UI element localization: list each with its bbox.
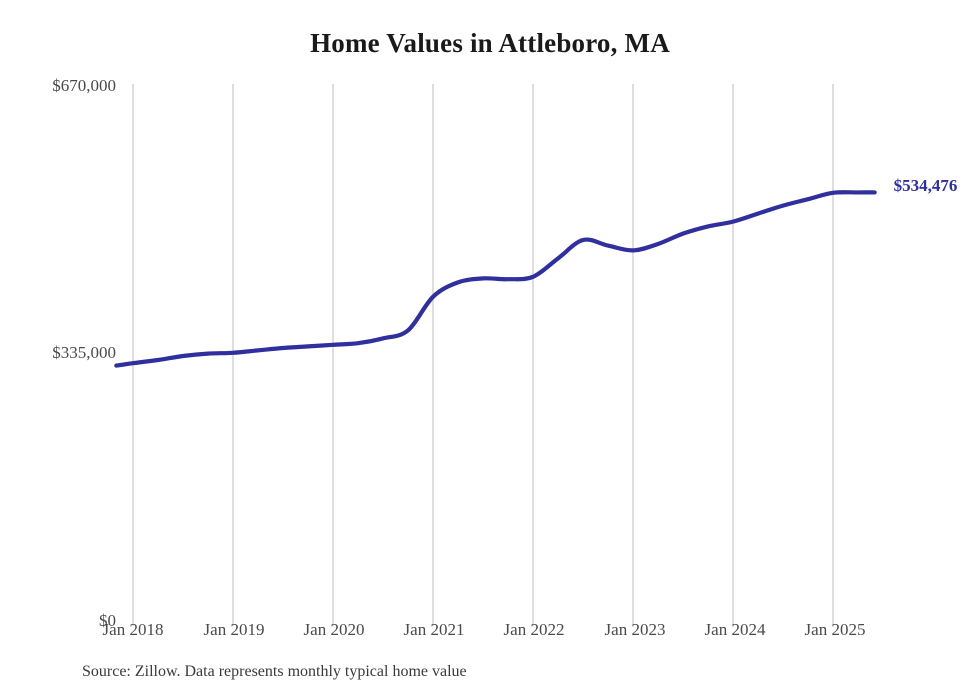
y-axis-tick-label-middle: $335,000	[52, 343, 116, 362]
x-axis-tick-label-jan-2019: Jan 2019	[203, 620, 265, 639]
x-axis-tick-label-jan-2025: Jan 2025	[804, 620, 866, 639]
y-axis-tick-label-top: $670,000	[52, 76, 116, 95]
source-note: Source: Zillow. Data represents monthly …	[82, 663, 467, 680]
y-axis-tick-label-bottom: $0	[99, 611, 116, 630]
x-axis-tick-label-jan-2021: Jan 2021	[403, 620, 465, 639]
x-axis-tick-label-jan-2022: Jan 2022	[503, 620, 565, 639]
series-end-value-label: $534,476	[893, 176, 958, 196]
x-axis-tick-label-jan-2018: Jan 2018	[102, 620, 164, 639]
series-line-typical-home-value	[114, 190, 877, 368]
x-axis-tick-label-jan-2024: Jan 2024	[704, 620, 766, 639]
axis-tickmarks-group	[132, 620, 834, 626]
x-axis-tick-label-jan-2020: Jan 2020	[303, 620, 365, 639]
x-axis-tick-label-jan-2023: Jan 2023	[604, 620, 666, 639]
chart-title: Home Values in Attleboro, MA	[310, 28, 670, 58]
